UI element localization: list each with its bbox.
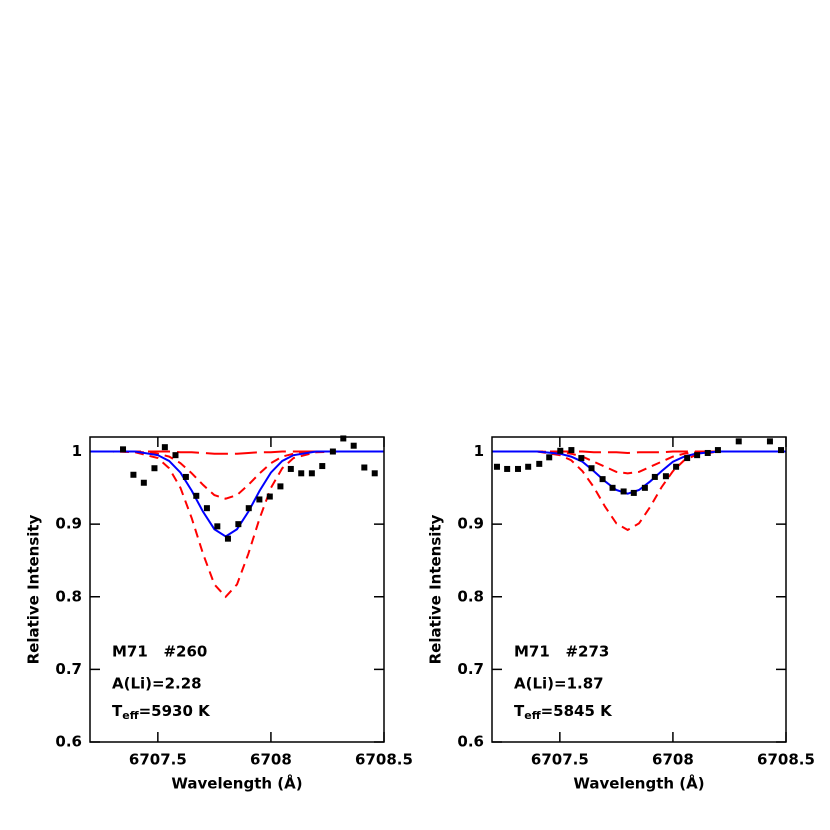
data-point [651, 473, 658, 480]
data-point [203, 505, 210, 512]
annotation: A(Li)=1.87 [514, 675, 604, 693]
data-point [361, 464, 368, 471]
annotation-part: T [112, 702, 123, 720]
x-tick-label: 6707.5 [531, 751, 589, 769]
data-point [630, 489, 637, 496]
data-point [735, 438, 742, 445]
x-tick-label: 6708.5 [757, 751, 815, 769]
annotation-part: T [514, 702, 525, 720]
data-point [546, 454, 553, 461]
data-point [536, 460, 543, 467]
data-point [235, 521, 242, 528]
y-tick-label: 0.6 [55, 733, 82, 751]
data-point [266, 493, 273, 500]
data-point [673, 463, 680, 470]
data-point [120, 446, 127, 453]
panel: 6707.5 6708 6708.5 0.6 0.7 0.8 0.9 1 Wavelength … [25, 435, 413, 793]
y-tick-label: 0.9 [457, 515, 484, 533]
data-point [766, 438, 773, 445]
data-point [140, 479, 147, 486]
x-axis-label: Wavelength (Å) [573, 774, 704, 793]
data-point [525, 463, 532, 470]
data-point [298, 470, 305, 477]
annotation-subscript: eff [122, 709, 138, 722]
y-tick-label: 0.8 [457, 587, 484, 605]
annotation: Teff=5845 K [514, 702, 613, 723]
y-tick-label: 0.8 [55, 587, 82, 605]
data-point [588, 465, 595, 472]
data-point [224, 535, 231, 542]
model-line [492, 450, 786, 475]
x-tick-label: 6708 [250, 751, 292, 769]
annotation: M71 #273 [514, 643, 609, 661]
x-axis-label: Wavelength (Å) [171, 774, 302, 793]
data-point [568, 447, 575, 454]
data-point [329, 448, 336, 455]
y-axis-label: Relative Intensity [427, 514, 445, 664]
annotation-part: =5930 K [139, 702, 212, 720]
data-point [151, 465, 158, 472]
data-point [704, 449, 711, 456]
data-point [256, 496, 263, 503]
data-point [308, 470, 315, 477]
data-point [504, 465, 511, 472]
x-tick-label: 6708.5 [355, 751, 413, 769]
data-point [277, 483, 284, 490]
data-point [172, 452, 179, 459]
data-point [319, 463, 326, 470]
plot-frame [89, 436, 385, 743]
data-point [245, 505, 252, 512]
annotation-part: =5845 K [541, 702, 614, 720]
y-tick-label: 0.7 [457, 660, 484, 678]
model-line [90, 450, 384, 455]
y-axis-label: Relative Intensity [25, 514, 43, 664]
y-tick-label: 1 [474, 442, 484, 460]
data-point [778, 447, 785, 454]
x-tick-label: 6707.5 [129, 751, 187, 769]
annotation: M71 #260 [112, 643, 207, 661]
panel: 6707.5 6708 6708.5 0.6 0.7 0.8 0.9 1 Wavelength … [427, 436, 815, 793]
y-tick-label: 0.9 [55, 515, 82, 533]
annotation: A(Li)=2.28 [112, 675, 202, 693]
plot-frame [491, 436, 787, 743]
annotation: Teff=5930 K [112, 702, 211, 723]
data-point [714, 447, 721, 454]
data-point [557, 447, 564, 454]
data-point [578, 455, 585, 462]
data-point [641, 484, 648, 491]
data-point [193, 492, 200, 499]
data-point [662, 473, 669, 480]
data-point [620, 488, 627, 495]
annotation-subscript: eff [524, 709, 540, 722]
y-tick-label: 1 [72, 442, 82, 460]
data-point [515, 465, 522, 472]
data-point [350, 442, 357, 449]
data-point [214, 523, 221, 530]
data-point [684, 455, 691, 462]
data-point [371, 470, 378, 477]
data-point [609, 484, 616, 491]
y-tick-label: 0.6 [457, 733, 484, 751]
data-point [599, 476, 606, 483]
model-line [90, 450, 384, 599]
model-line [90, 450, 384, 500]
y-tick-label: 0.7 [55, 660, 82, 678]
data-point [287, 465, 294, 472]
data-point [340, 435, 347, 442]
data-point [493, 463, 500, 470]
data-point [161, 444, 168, 451]
data-point [182, 473, 189, 480]
data-point [130, 471, 137, 478]
x-tick-label: 6708 [652, 751, 694, 769]
data-point [694, 452, 701, 459]
